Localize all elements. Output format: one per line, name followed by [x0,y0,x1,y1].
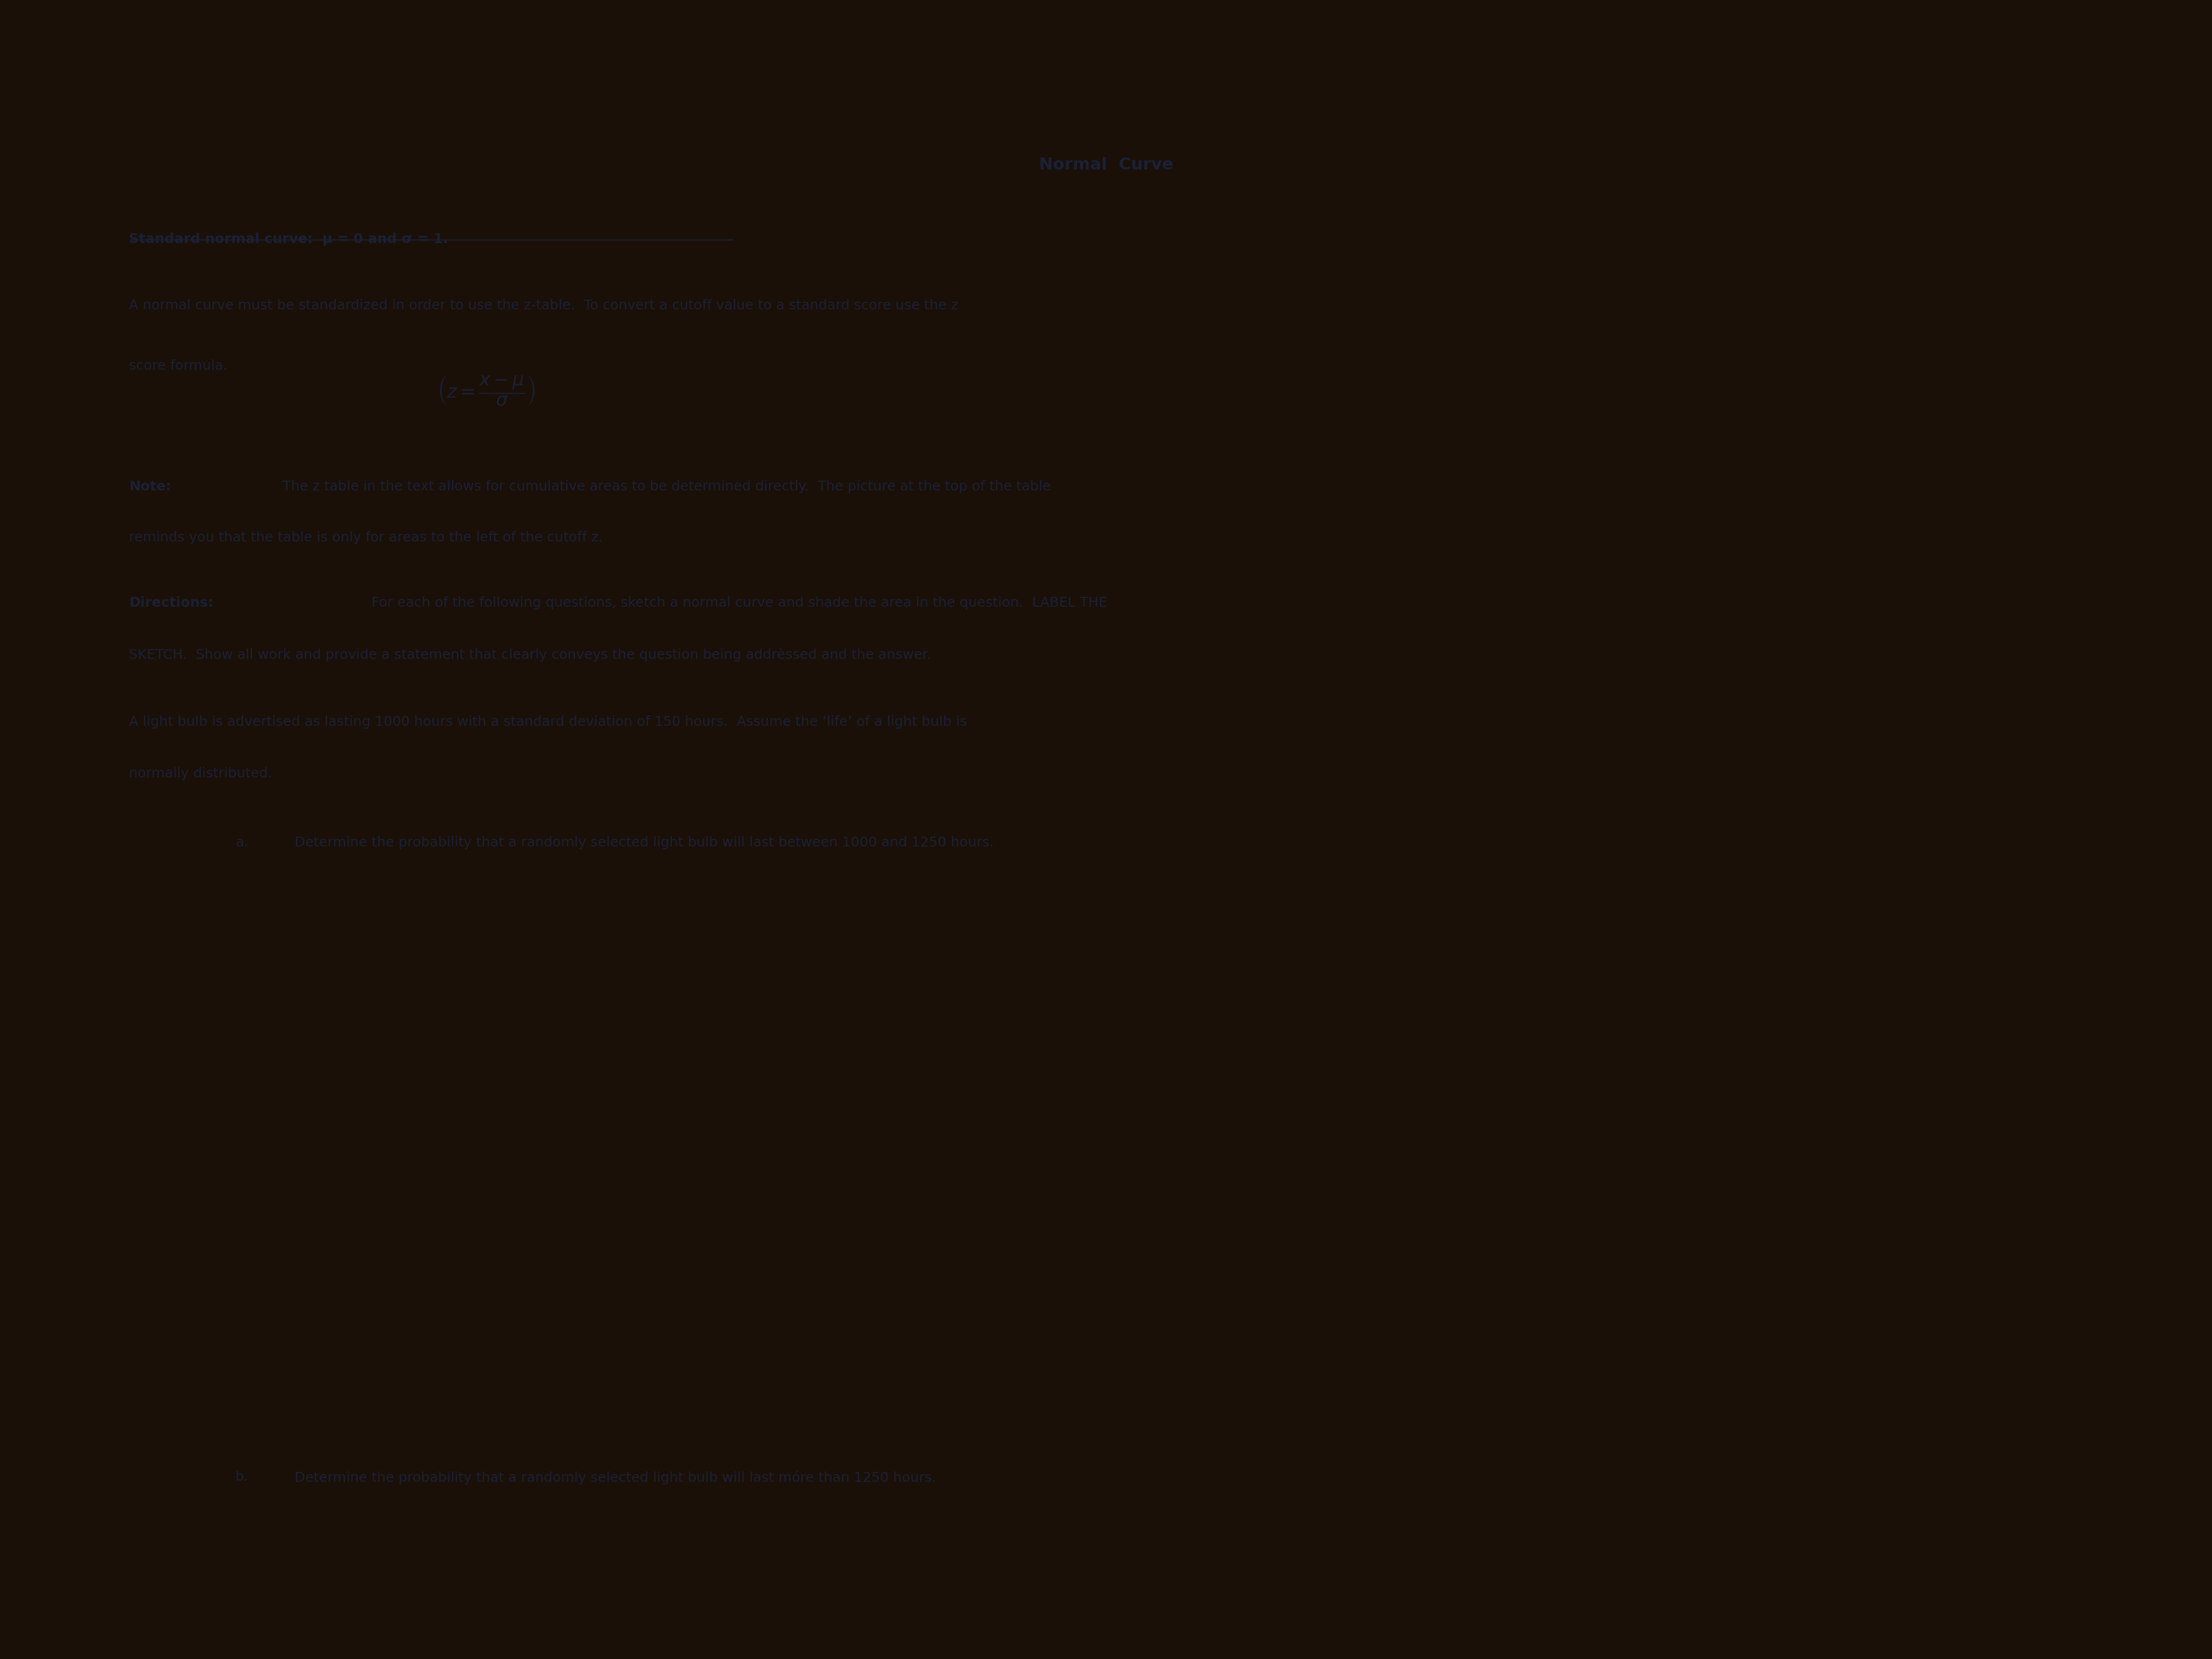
Text: SKETCH.  Show all work and provide a statement that clearly conveys the question: SKETCH. Show all work and provide a stat… [128,647,931,662]
Text: normally distributed.: normally distributed. [128,766,272,780]
Text: Standard normal curve:  μ = 0 and σ = 1.: Standard normal curve: μ = 0 and σ = 1. [128,232,449,246]
Text: Determine the probability that a randomly selected light bulb will last between : Determine the probability that a randoml… [294,836,993,849]
Text: The z table in the text allows for cumulative areas to be determined directly.  : The z table in the text allows for cumul… [274,479,1051,493]
Text: reminds you that the table is only for areas to the left of the cutoff z.: reminds you that the table is only for a… [128,531,604,544]
Text: Determine the probability that a randomly selected light bulb will last móre tha: Determine the probability that a randoml… [294,1470,936,1485]
Text: For each of the following questions, sketch a normal curve and shade the area in: For each of the following questions, ske… [363,596,1108,609]
Text: A light bulb is advertised as lasting 1000 hours with a standard deviation of 15: A light bulb is advertised as lasting 10… [128,715,967,728]
Text: Normal  Curve: Normal Curve [1040,158,1172,173]
Text: b.: b. [234,1470,248,1483]
Text: score formula.: score formula. [128,360,228,372]
Text: A normal curve must be standardized in order to use the z-table.  To convert a c: A normal curve must be standardized in o… [128,299,958,312]
Text: a.: a. [234,836,248,849]
Text: Directions:: Directions: [128,596,215,609]
Text: Note:: Note: [128,479,170,493]
Text: $\left( z = \dfrac{x - \mu}{\sigma} \right)$: $\left( z = \dfrac{x - \mu}{\sigma} \rig… [438,375,535,406]
